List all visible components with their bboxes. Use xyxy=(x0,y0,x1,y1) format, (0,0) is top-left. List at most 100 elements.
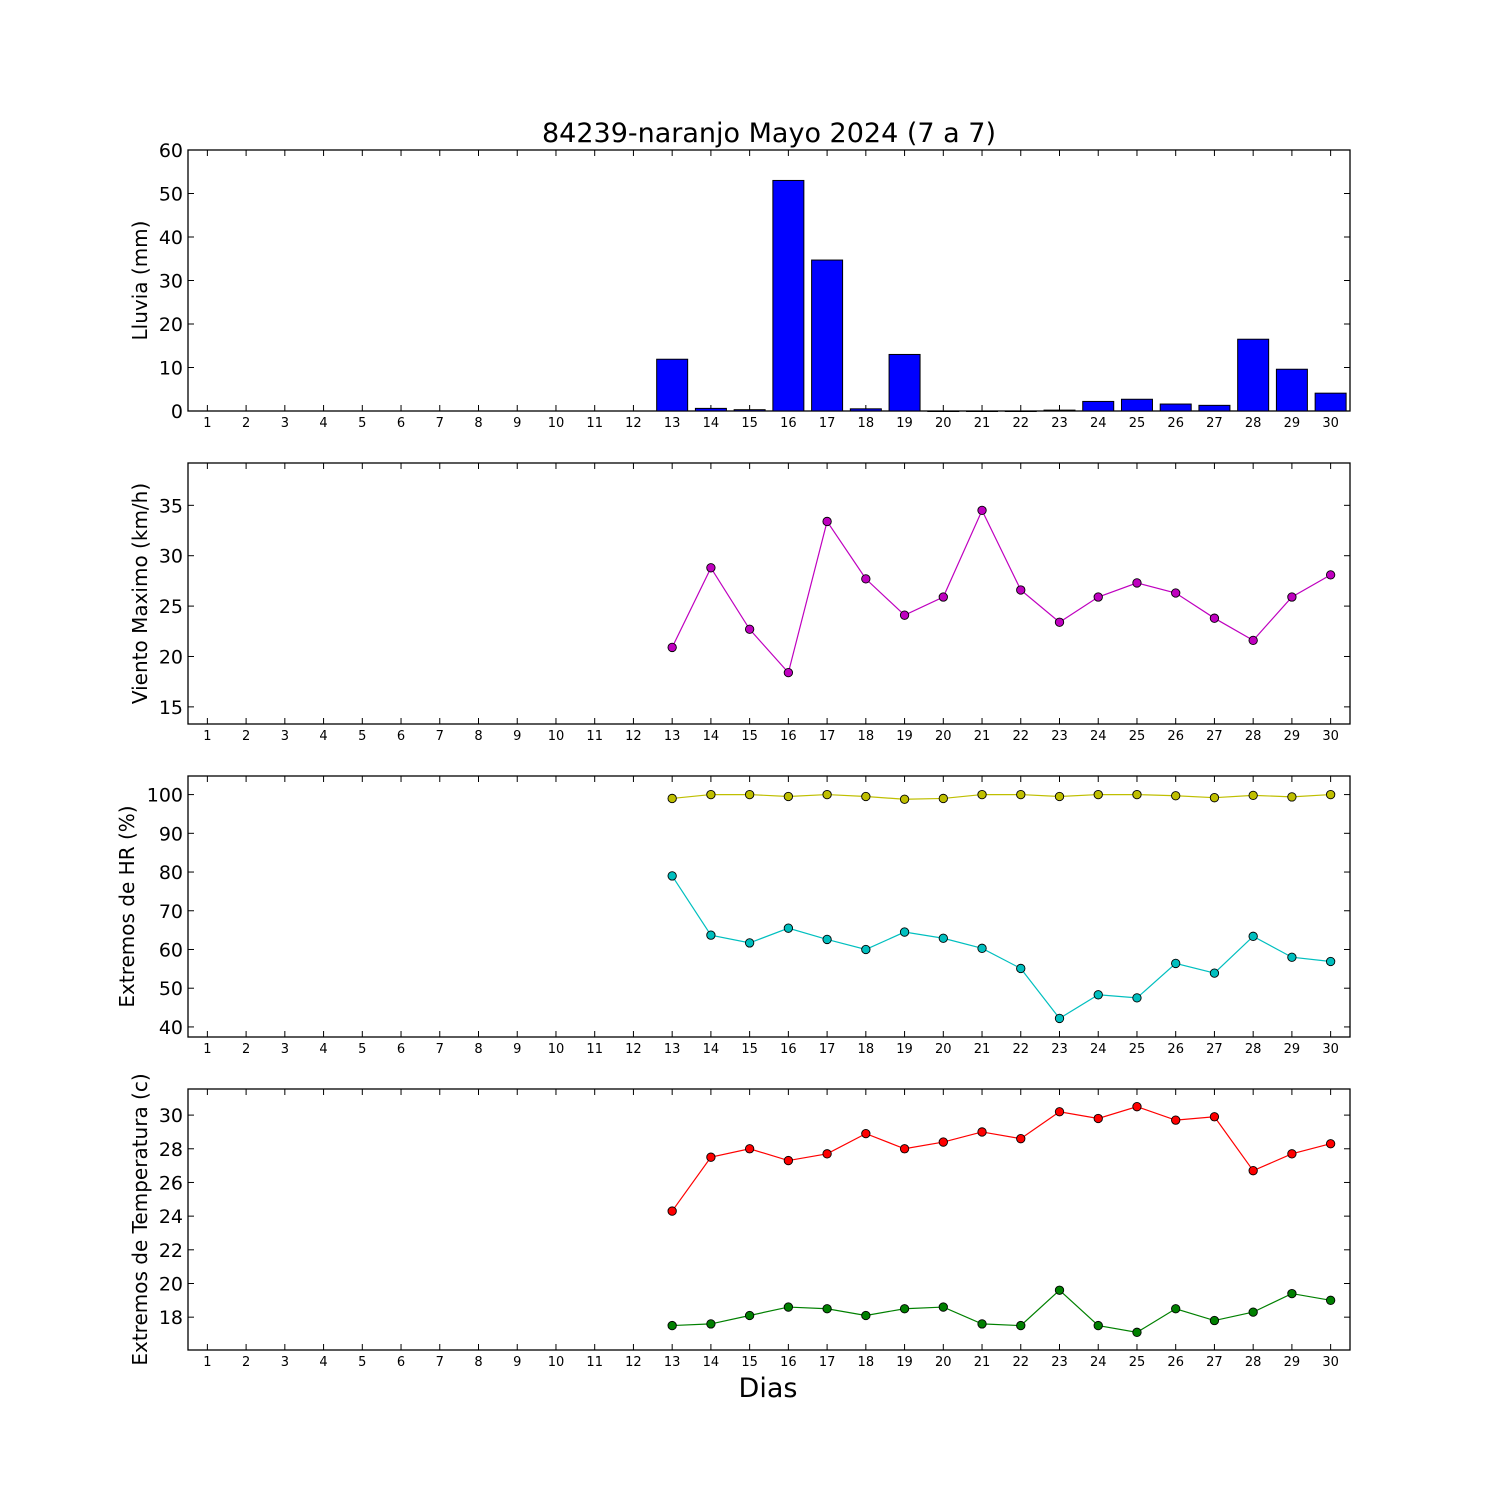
rain-bar-day-18 xyxy=(849,408,882,412)
data-point-day-24 xyxy=(1093,592,1103,602)
x-tick-label: 13 xyxy=(664,729,681,744)
x-tick-label: 9 xyxy=(513,1042,521,1057)
data-point-day-18 xyxy=(861,1128,871,1139)
data-point-day-23 xyxy=(1054,1107,1065,1117)
data-point-day-13 xyxy=(667,642,677,653)
data-point-day-26 xyxy=(1171,588,1181,598)
x-tick-label: 20 xyxy=(935,416,952,431)
x-tick-label: 5 xyxy=(358,1042,366,1057)
y-tick-label: 60 xyxy=(159,939,183,961)
y-tick-label: 80 xyxy=(159,862,183,884)
x-tick-label: 5 xyxy=(358,729,366,744)
data-point-day-14 xyxy=(706,1319,716,1329)
data-point-day-17 xyxy=(822,516,832,527)
y-tick-label: 100 xyxy=(147,785,183,807)
data-point-day-26 xyxy=(1171,1304,1181,1314)
y-tick-label: 70 xyxy=(159,901,183,923)
axes-frame xyxy=(187,1088,1351,1351)
data-point-day-22 xyxy=(1016,963,1026,974)
data-point-day-14 xyxy=(706,1152,716,1162)
data-point-day-28 xyxy=(1248,931,1258,941)
rain-bar-day-15 xyxy=(733,409,766,412)
data-point-day-27 xyxy=(1209,1315,1220,1326)
x-tick-label: 20 xyxy=(935,729,952,744)
x-tick-label: 18 xyxy=(858,1355,875,1370)
data-point-day-19 xyxy=(899,1304,910,1314)
x-tick-label: 4 xyxy=(319,729,327,744)
x-tick-label: 11 xyxy=(586,1042,603,1057)
data-point-day-28 xyxy=(1248,1166,1258,1176)
data-point-day-28 xyxy=(1248,1307,1258,1317)
x-tick-label: 9 xyxy=(513,1355,521,1370)
x-tick-label: 3 xyxy=(281,729,289,744)
data-point-day-16 xyxy=(783,1302,794,1312)
data-point-day-15 xyxy=(744,938,755,948)
y-axis-label: Extremos de HR (%) xyxy=(115,805,139,1007)
x-tick-label: 2 xyxy=(242,1042,250,1057)
x-tick-label: 25 xyxy=(1129,1355,1146,1370)
x-tick-label: 10 xyxy=(548,1355,565,1370)
x-tick-label: 8 xyxy=(474,729,482,744)
data-point-day-13 xyxy=(667,793,677,804)
data-point-day-16 xyxy=(783,667,794,678)
x-tick-label: 24 xyxy=(1090,1042,1107,1057)
x-tick-label: 24 xyxy=(1090,416,1107,431)
x-tick-label: 13 xyxy=(664,1355,681,1370)
x-tick-label: 9 xyxy=(513,729,521,744)
data-point-day-22 xyxy=(1016,789,1026,800)
x-tick-label: 21 xyxy=(974,416,991,431)
rain-bar-day-23 xyxy=(1043,409,1076,412)
data-point-day-23 xyxy=(1054,1285,1065,1295)
x-tick-label: 25 xyxy=(1129,416,1146,431)
x-tick-label: 23 xyxy=(1051,1042,1068,1057)
x-tick-label: 16 xyxy=(780,1355,797,1370)
x-tick-label: 1 xyxy=(203,1042,211,1057)
y-tick-label: 30 xyxy=(159,1105,183,1127)
series-line-1 xyxy=(672,793,1331,800)
y-tick-label: 60 xyxy=(159,140,183,162)
x-tick-label: 12 xyxy=(625,1042,642,1057)
y-axis-label: Viento Maximo (km/h) xyxy=(128,483,152,704)
data-point-day-26 xyxy=(1171,958,1181,969)
data-point-day-13 xyxy=(667,1320,677,1331)
x-tick-label: 28 xyxy=(1245,1042,1262,1057)
x-tick-label: 30 xyxy=(1322,1042,1339,1057)
y-tick-label: 30 xyxy=(159,546,183,568)
rain-bar-day-29 xyxy=(1275,368,1308,412)
data-point-day-22 xyxy=(1016,585,1026,595)
x-tick-label: 22 xyxy=(1012,1355,1029,1370)
x-tick-label: 27 xyxy=(1206,729,1223,744)
x-tick-label: 10 xyxy=(548,729,565,744)
x-tick-label: 26 xyxy=(1167,1355,1184,1370)
x-tick-label: 1 xyxy=(203,729,211,744)
x-tick-label: 18 xyxy=(858,729,875,744)
x-tick-label: 6 xyxy=(397,416,405,431)
x-tick-label: 3 xyxy=(281,1355,289,1370)
data-point-day-18 xyxy=(861,574,871,584)
y-tick-label: 30 xyxy=(159,271,183,293)
x-tick-label: 6 xyxy=(397,1355,405,1370)
data-point-day-18 xyxy=(861,944,871,955)
rain-bar-day-28 xyxy=(1237,338,1270,412)
data-point-day-24 xyxy=(1093,1113,1103,1124)
data-point-day-27 xyxy=(1209,968,1220,978)
data-point-day-21 xyxy=(977,789,987,800)
x-tick-label: 10 xyxy=(548,1042,565,1057)
data-point-day-15 xyxy=(744,624,755,634)
x-tick-label: 5 xyxy=(358,416,366,431)
data-point-day-24 xyxy=(1093,990,1103,1000)
data-point-day-25 xyxy=(1132,1327,1142,1337)
y-tick-label: 35 xyxy=(159,495,183,517)
x-tick-label: 1 xyxy=(203,416,211,431)
x-tick-label: 12 xyxy=(625,729,642,744)
data-point-day-19 xyxy=(899,794,910,804)
x-tick-label: 22 xyxy=(1012,729,1029,744)
x-tick-label: 23 xyxy=(1051,416,1068,431)
data-point-day-29 xyxy=(1287,792,1297,802)
x-tick-label: 18 xyxy=(858,1042,875,1057)
y-axis-label: Extremos de Temperatura (c) xyxy=(128,1073,152,1365)
data-point-day-29 xyxy=(1287,1288,1297,1299)
y-tick-label: 25 xyxy=(159,596,183,618)
x-tick-label: 28 xyxy=(1245,416,1262,431)
data-point-day-29 xyxy=(1287,592,1297,602)
